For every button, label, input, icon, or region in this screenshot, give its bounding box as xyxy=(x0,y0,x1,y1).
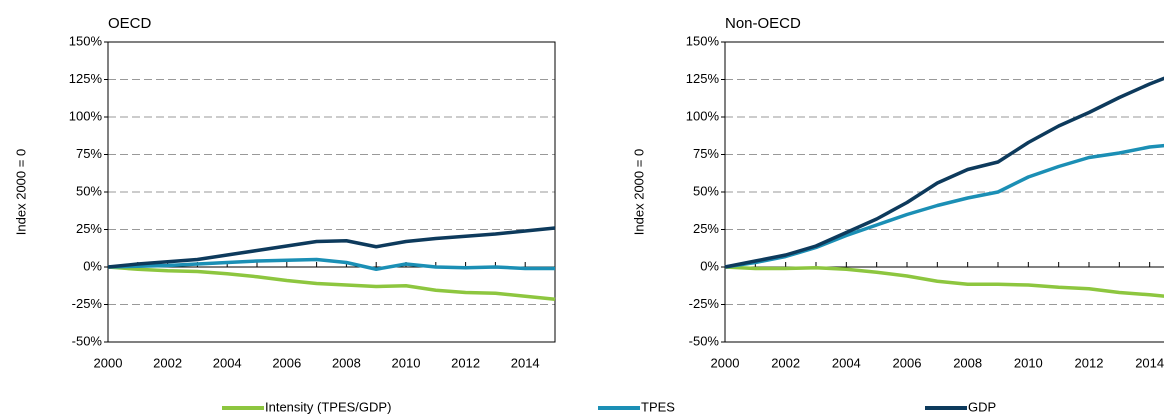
x-tick-label: 2010 xyxy=(392,355,421,370)
x-tick-label: 2008 xyxy=(953,355,982,370)
y-tick-label: 125% xyxy=(69,71,103,86)
x-tick-label: 2014 xyxy=(1135,355,1164,370)
line-series xyxy=(107,226,556,269)
y-tick-label: 25% xyxy=(693,221,719,236)
y-axis-label: Index 2000 = 0 xyxy=(13,149,28,235)
x-tick-label: 2002 xyxy=(771,355,800,370)
y-tick-label: -50% xyxy=(689,333,720,348)
x-tick-label: 2012 xyxy=(1075,355,1104,370)
x-tick-label: 2004 xyxy=(213,355,242,370)
y-axis-label: Index 2000 = 0 xyxy=(631,149,646,235)
line-series xyxy=(724,143,1164,269)
y-tick-label: 100% xyxy=(69,108,103,123)
plot-frame xyxy=(724,41,1164,343)
y-tick-label: 50% xyxy=(693,183,719,198)
y-tick-label: 125% xyxy=(686,71,720,86)
x-tick-label: 2008 xyxy=(332,355,361,370)
y-tick-label: 0% xyxy=(83,258,102,273)
y-tick-label: 75% xyxy=(693,146,719,161)
y-tick-label: 50% xyxy=(76,183,102,198)
line-series xyxy=(724,76,1164,269)
x-tick-label: 2006 xyxy=(272,355,301,370)
y-tick-label: 150% xyxy=(69,33,103,48)
y-tick-label: 0% xyxy=(700,258,719,273)
y-tick-label: -50% xyxy=(72,333,103,348)
legend-label: TPES xyxy=(641,399,675,414)
chart-title: OECD xyxy=(108,15,152,32)
legend-label: Intensity (TPES/GDP) xyxy=(265,399,391,414)
x-tick-label: 2000 xyxy=(711,355,740,370)
x-tick-label: 2000 xyxy=(94,355,123,370)
y-tick-label: 150% xyxy=(686,33,720,48)
plot-frame xyxy=(107,41,556,343)
x-tick-label: 2004 xyxy=(832,355,861,370)
line-series xyxy=(107,265,556,301)
y-tick-label: -25% xyxy=(689,296,720,311)
x-tick-label: 2010 xyxy=(1014,355,1043,370)
x-tick-label: 2012 xyxy=(451,355,480,370)
line-series xyxy=(724,265,1164,298)
x-tick-label: 2006 xyxy=(893,355,922,370)
legend-label: GDP xyxy=(968,399,996,414)
y-tick-label: 25% xyxy=(76,221,102,236)
x-tick-label: 2002 xyxy=(153,355,182,370)
x-tick-label: 2014 xyxy=(511,355,540,370)
line-series xyxy=(107,257,555,271)
chart-title: Non-OECD xyxy=(725,15,801,32)
y-tick-label: 75% xyxy=(76,146,102,161)
y-tick-label: 100% xyxy=(686,108,720,123)
y-tick-label: -25% xyxy=(72,296,103,311)
